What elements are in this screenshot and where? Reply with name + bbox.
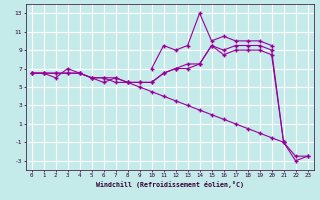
X-axis label: Windchill (Refroidissement éolien,°C): Windchill (Refroidissement éolien,°C) [96,181,244,188]
